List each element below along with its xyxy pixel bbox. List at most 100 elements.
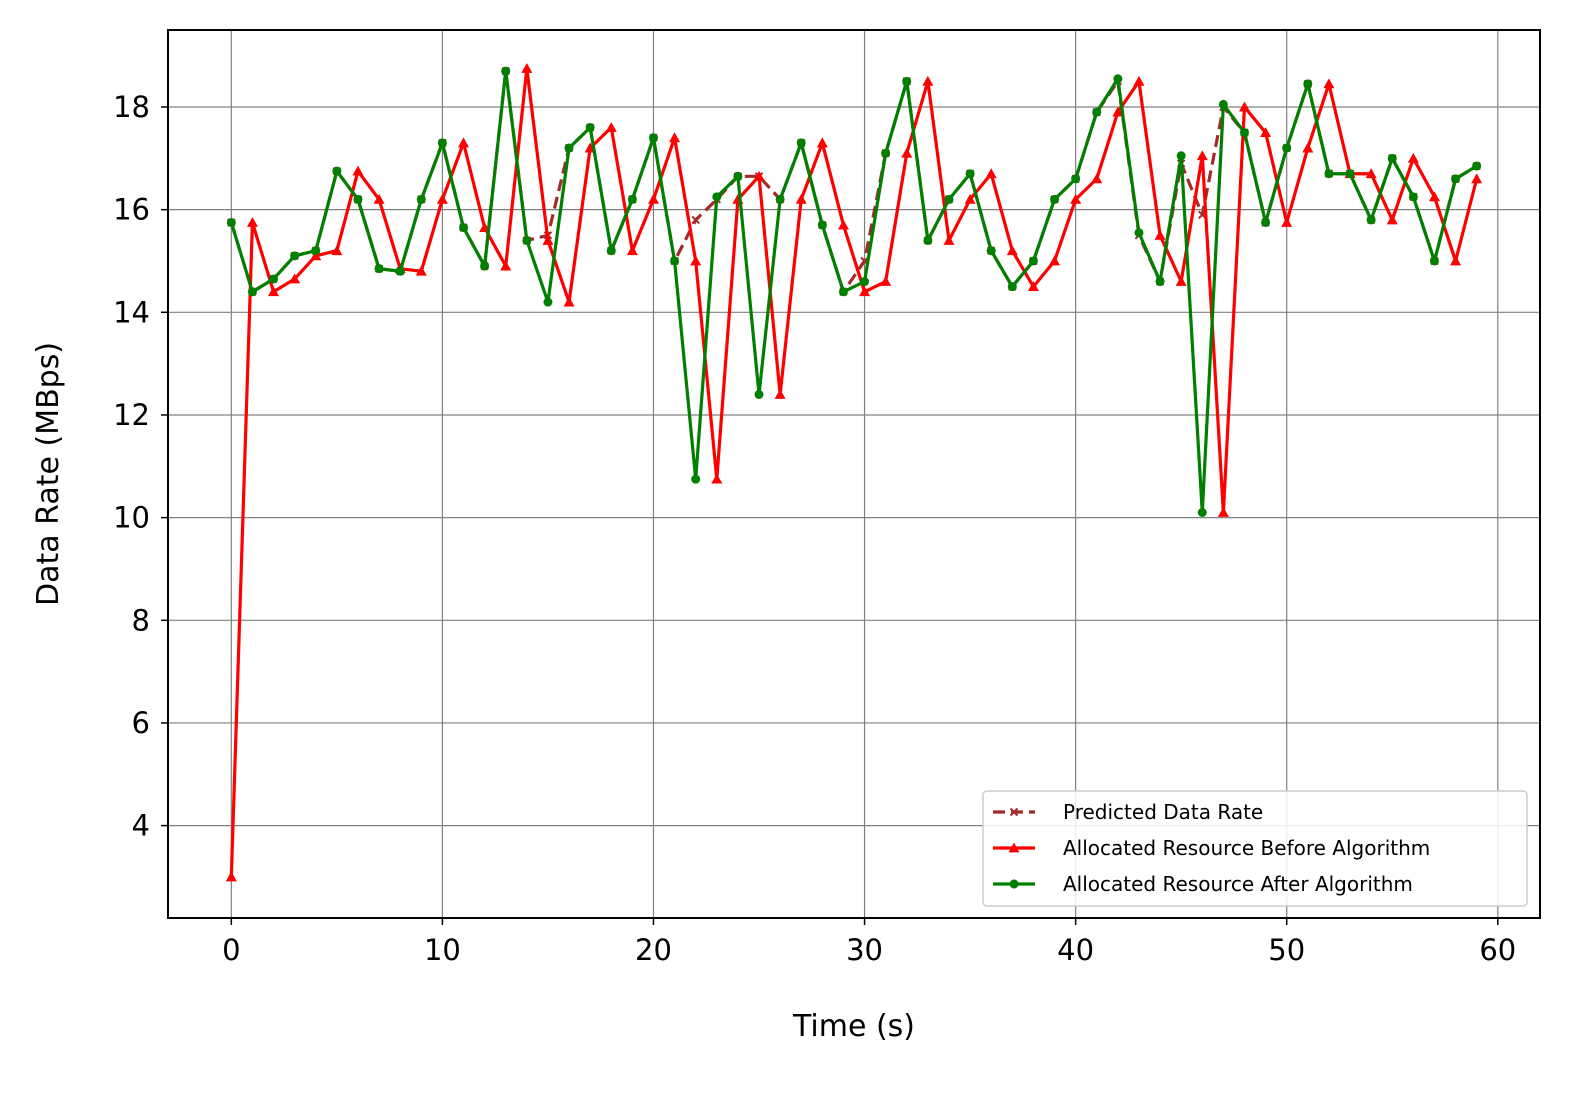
data-point: [1027, 281, 1039, 292]
data-point: [1050, 194, 1060, 204]
data-point: [436, 193, 448, 204]
x-tick-label: 50: [1268, 933, 1305, 967]
data-point: [415, 265, 427, 276]
data-point: [1133, 75, 1145, 86]
data-point: [289, 273, 301, 284]
data-point: [711, 473, 723, 484]
legend-entry: Allocated Resource Before Algorithm: [993, 836, 1430, 860]
series-1: [225, 62, 1483, 882]
series-line: [229, 69, 1478, 515]
data-point: [374, 264, 384, 274]
data-point: [542, 234, 554, 245]
data-point: [331, 245, 343, 256]
data-point: [1282, 143, 1292, 153]
data-point: [796, 138, 806, 148]
data-point: [480, 261, 490, 271]
axis-ticks: 0 10 20 30 40 50 60 4 6 8 10 12 14 16 18: [113, 90, 1516, 967]
x-tick-label: 40: [1057, 933, 1094, 967]
data-point: [352, 165, 364, 176]
y-tick-label: 18: [113, 90, 150, 124]
data-point: [605, 122, 617, 132]
data-point: [1366, 215, 1376, 225]
data-point: [1324, 169, 1334, 179]
data-point: [353, 194, 363, 204]
data-point: [1006, 245, 1018, 256]
data-point: [1217, 506, 1229, 517]
data-point: [459, 223, 469, 233]
data-point: [1154, 229, 1166, 240]
data-point: [585, 123, 595, 133]
data-point: [964, 193, 976, 204]
data-point: [733, 171, 743, 181]
y-axis-label: Data Rate (MBps): [31, 342, 66, 606]
data-point: [1281, 216, 1293, 227]
data-point: [268, 286, 280, 297]
data-point: [838, 287, 848, 297]
data-point: [712, 192, 722, 202]
data-point: [1429, 256, 1439, 266]
series-layer: [225, 62, 1483, 882]
data-point: [247, 287, 257, 297]
data-point: [501, 66, 511, 76]
data-point: [225, 871, 237, 882]
data-point: [837, 219, 849, 230]
data-point: [1197, 507, 1207, 517]
data-point: [543, 297, 553, 307]
data-point: [753, 170, 765, 181]
x-tick-label: 0: [222, 933, 240, 967]
series-2: [226, 66, 1482, 517]
data-point: [1049, 255, 1061, 266]
data-point: [627, 194, 637, 204]
data-point: [985, 168, 997, 179]
y-tick-label: 16: [113, 193, 150, 227]
data-point: [1387, 153, 1397, 163]
legend-marker: [1009, 807, 1019, 817]
data-point: [1175, 276, 1187, 286]
data-point: [1071, 174, 1081, 184]
legend-marker: [1009, 879, 1019, 889]
legend-marker: [1008, 842, 1020, 853]
data-point: [1218, 99, 1228, 109]
data-point: [647, 193, 659, 204]
data-point: [311, 246, 321, 256]
data-point: [880, 276, 892, 286]
data-point: [648, 133, 658, 143]
y-tick-label: 4: [132, 809, 150, 843]
data-point: [1472, 161, 1482, 171]
data-point: [691, 474, 701, 484]
data-point: [290, 251, 300, 261]
data-point: [1261, 217, 1271, 227]
x-tick-label: 10: [424, 933, 461, 967]
y-tick-label: 10: [113, 501, 150, 535]
data-point: [902, 76, 912, 86]
data-point: [1155, 277, 1165, 287]
data-point: [1302, 142, 1314, 153]
data-point: [373, 193, 385, 204]
data-point: [606, 246, 616, 256]
data-point: [437, 138, 447, 148]
data-point: [1471, 173, 1483, 184]
data-point: [691, 215, 700, 225]
data-point: [332, 166, 342, 176]
data-point: [395, 266, 405, 276]
data-point: [816, 137, 828, 148]
legend: Predicted Data Rate Allocated Resource Be…: [982, 790, 1528, 907]
data-point: [901, 147, 913, 158]
data-point: [564, 143, 574, 153]
legend-label: Predicted Data Rate: [1063, 800, 1263, 824]
data-point: [1134, 228, 1144, 238]
data-point: [669, 132, 681, 143]
legend-box: [982, 790, 1528, 907]
x-axis-label: Time (s): [792, 1009, 915, 1044]
legend-label: Allocated Resource Before Algorithm: [1063, 836, 1430, 860]
grid-lines: [168, 30, 1540, 918]
data-point: [1451, 174, 1461, 184]
data-point: [1007, 282, 1017, 292]
data-point: [500, 260, 512, 271]
y-tick-label: 14: [113, 295, 150, 329]
data-point: [1408, 192, 1418, 202]
data-point: [670, 256, 680, 266]
x-tick-label: 30: [846, 933, 883, 967]
data-point: [1323, 78, 1335, 89]
